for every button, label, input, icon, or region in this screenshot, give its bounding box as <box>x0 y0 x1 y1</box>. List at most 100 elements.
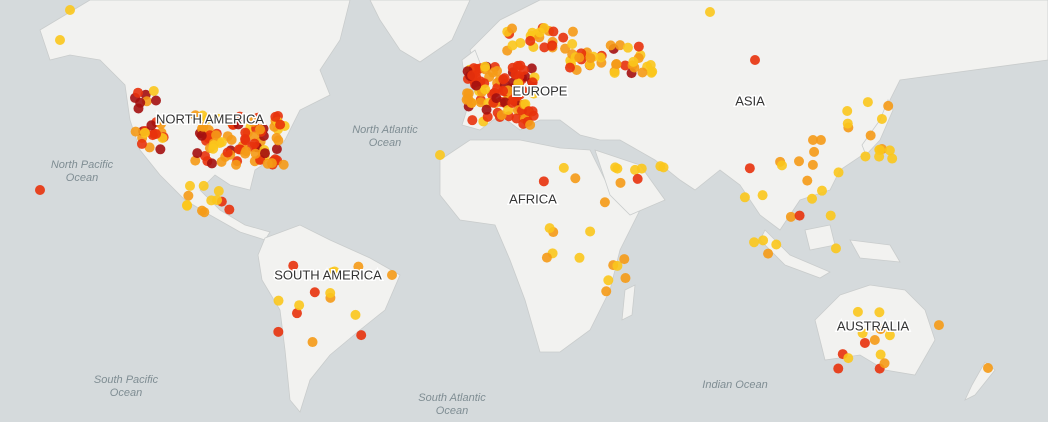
location-dot <box>196 130 207 141</box>
location-dot <box>628 56 639 67</box>
location-dot <box>632 173 643 184</box>
location-dot <box>309 287 320 298</box>
location-dot <box>808 135 819 146</box>
location-dot <box>874 145 885 156</box>
location-dot <box>231 159 242 170</box>
location-dot <box>857 328 868 339</box>
location-dot <box>307 337 318 348</box>
location-dot <box>758 235 769 246</box>
greenland <box>369 0 471 63</box>
location-dot <box>619 254 630 265</box>
location-dot <box>55 35 65 45</box>
location-dot <box>601 286 612 297</box>
location-dot <box>211 130 222 141</box>
location-dot <box>148 85 159 96</box>
location-dot <box>842 118 853 129</box>
location-dot <box>558 32 569 43</box>
location-dot <box>190 155 201 166</box>
location-dot <box>860 151 871 162</box>
location-dot <box>136 138 147 149</box>
location-dot <box>875 324 886 335</box>
location-dot <box>353 261 364 272</box>
location-dot <box>499 97 510 108</box>
location-dot <box>471 80 482 91</box>
location-dot <box>574 252 585 263</box>
location-dot <box>514 89 525 100</box>
location-dot <box>240 134 251 145</box>
location-dot <box>212 113 223 124</box>
location-dot <box>278 159 289 170</box>
location-dot <box>197 110 208 121</box>
location-dot <box>884 145 895 156</box>
ocean-label: North Pacific <box>51 159 114 171</box>
location-dot <box>794 156 805 167</box>
location-dot <box>852 306 863 317</box>
location-dot <box>525 35 536 46</box>
location-dot <box>570 173 581 184</box>
location-dot <box>615 177 626 188</box>
location-dot <box>249 131 260 142</box>
location-dot <box>226 134 237 145</box>
location-dot <box>507 40 518 51</box>
location-dot <box>463 94 474 105</box>
location-dot <box>241 146 252 157</box>
location-dot <box>599 197 610 208</box>
location-dot <box>647 66 658 77</box>
location-dot <box>182 200 193 211</box>
location-dot <box>776 160 787 171</box>
location-dot <box>350 309 361 320</box>
location-dot <box>534 27 545 38</box>
location-dot <box>155 144 166 155</box>
location-dot <box>198 180 209 191</box>
location-dot <box>865 130 876 141</box>
location-dot <box>35 185 45 195</box>
location-dot <box>744 163 755 174</box>
location-dot <box>622 42 633 53</box>
location-dot <box>567 26 578 37</box>
location-dot <box>750 55 760 65</box>
location-dot <box>133 87 144 98</box>
location-dot <box>435 150 445 160</box>
location-dot <box>528 88 539 99</box>
africa <box>439 139 641 353</box>
ocean-label: South Atlantic <box>418 392 486 404</box>
continent-label: SOUTH AMERICA <box>274 267 382 282</box>
location-dot <box>585 53 596 64</box>
location-dot <box>825 210 836 221</box>
location-dot <box>658 162 669 173</box>
location-dot <box>156 118 167 129</box>
madagascar <box>621 284 636 321</box>
location-dot <box>492 65 503 76</box>
location-dot <box>146 120 157 131</box>
location-dot <box>833 167 844 178</box>
location-dot <box>887 153 898 164</box>
location-dot <box>612 163 623 174</box>
location-dot <box>612 260 623 271</box>
location-dot <box>620 60 631 71</box>
location-dot <box>150 95 161 106</box>
continent-label: EUROPE <box>513 83 568 98</box>
location-dot <box>785 211 796 222</box>
continent-label: ASIA <box>735 93 765 108</box>
location-dot <box>527 77 538 88</box>
ocean-label: North Atlantic <box>352 124 418 136</box>
location-dot <box>222 147 233 158</box>
location-dot <box>843 353 854 364</box>
ocean-label: Ocean <box>66 172 98 184</box>
location-dot <box>481 104 492 115</box>
location-dot <box>387 270 397 280</box>
location-dot <box>192 148 203 159</box>
ocean-label: Indian Ocean <box>702 379 767 391</box>
location-dot <box>130 126 141 137</box>
location-dot <box>248 116 259 127</box>
location-dot <box>266 158 277 169</box>
location-dot <box>259 148 270 159</box>
location-dot <box>144 142 155 153</box>
location-dot <box>609 67 620 78</box>
location-dot <box>227 113 238 124</box>
location-dot <box>874 307 885 318</box>
continent-label: AFRICA <box>509 191 557 206</box>
location-dot <box>539 42 550 53</box>
location-dot <box>757 190 768 201</box>
location-dot <box>475 97 486 108</box>
